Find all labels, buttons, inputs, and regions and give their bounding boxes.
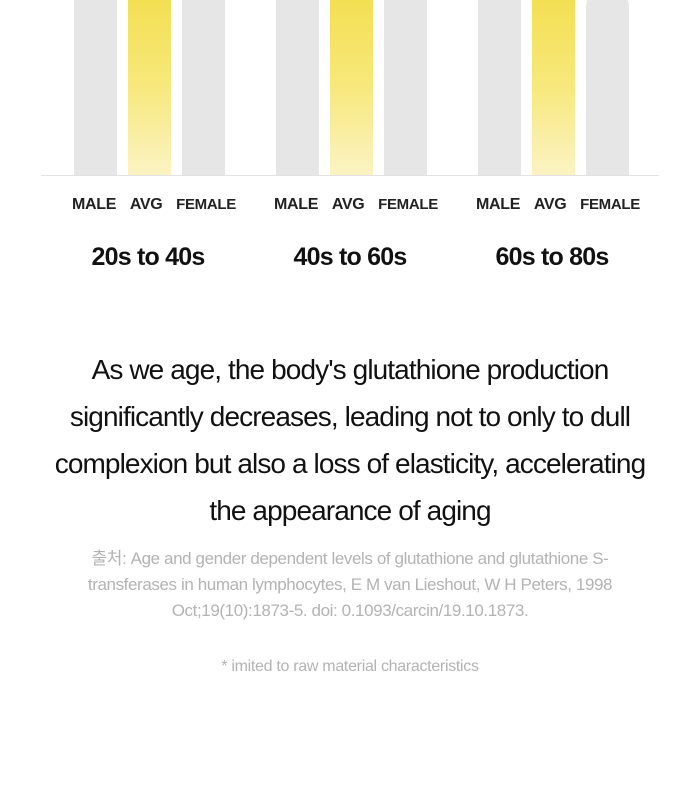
tick-label-avg: AVG [129, 196, 163, 213]
tick-label-avg: AVG [533, 196, 567, 213]
bar-avg-1 [128, 0, 171, 176]
source-citation: 출처: Age and gender dependent levels of g… [87, 549, 613, 620]
tick-label-male: MALE [72, 196, 117, 213]
age-group-label: 60s to 80s [495, 243, 610, 271]
bar-chart [0, 0, 700, 180]
bar-male-2 [276, 0, 319, 176]
age-group-label: 20s to 40s [91, 243, 206, 271]
chart-baseline [41, 175, 659, 176]
tick-row-3: MALE AVG FEMALE [476, 196, 640, 214]
tick-row-2: MALE AVG FEMALE [274, 196, 438, 214]
bar-male-1 [74, 0, 117, 176]
tick-label-female: FEMALE [580, 196, 640, 213]
age-group-label: 40s to 60s [293, 243, 408, 271]
tick-label-female: FEMALE [176, 196, 236, 213]
bar-female-2 [384, 0, 427, 176]
tick-row-1: MALE AVG FEMALE [72, 196, 236, 214]
footnote: * imited to raw material characteristics [221, 658, 479, 675]
headline-text: As we age, the body's glutathione produc… [54, 354, 646, 526]
bar-female-1 [182, 0, 225, 176]
tick-label-female: FEMALE [378, 196, 438, 213]
bar-male-3 [478, 0, 521, 176]
bar-female-3 [586, 0, 629, 176]
tick-label-avg: AVG [331, 196, 365, 213]
bar-avg-3 [532, 0, 575, 176]
tick-label-male: MALE [476, 196, 521, 213]
bar-avg-2 [330, 0, 373, 176]
tick-label-male: MALE [274, 196, 319, 213]
